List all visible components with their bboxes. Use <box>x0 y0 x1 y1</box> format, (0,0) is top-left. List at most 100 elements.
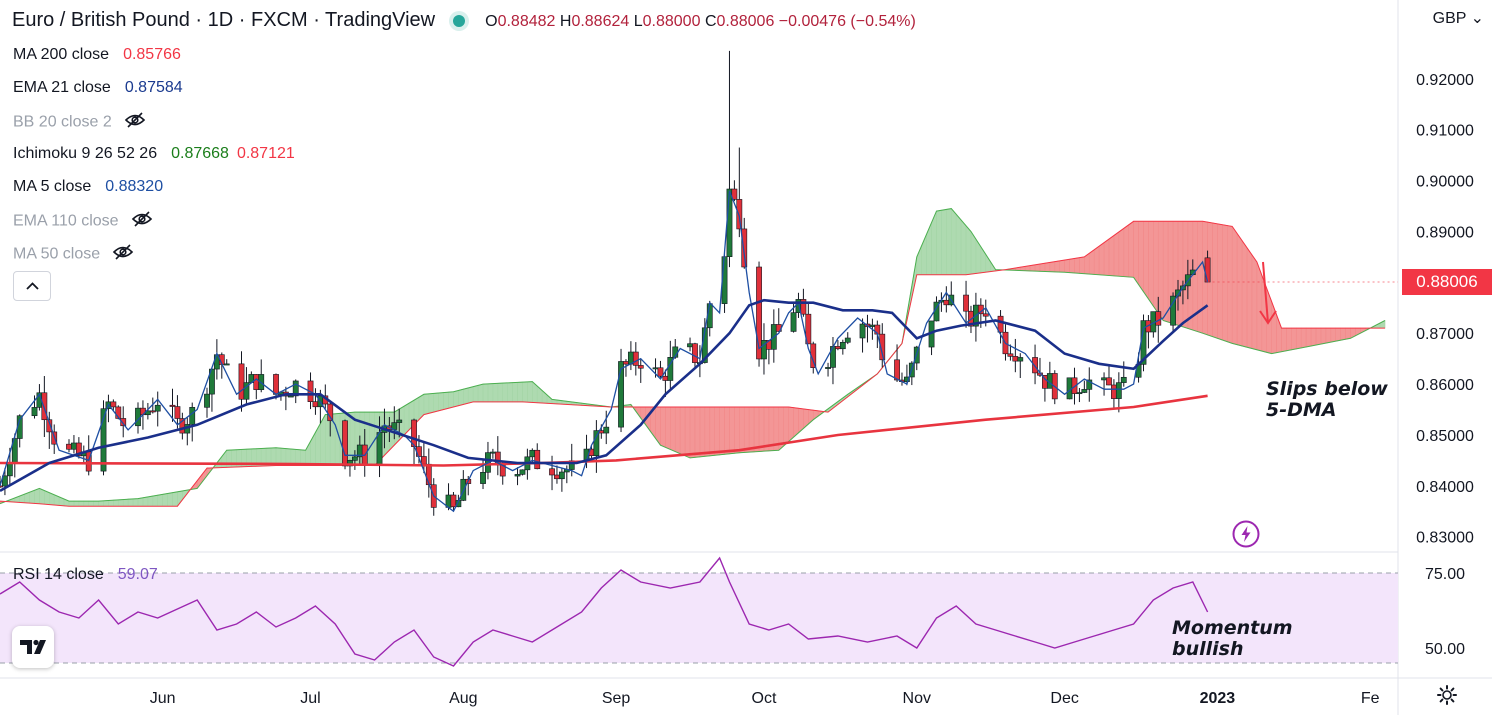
cloud-segment <box>113 499 119 507</box>
cloud-segment <box>78 500 85 507</box>
indicator-label: BB 20 close 2 <box>13 113 112 131</box>
cloud-segment <box>142 496 149 507</box>
candle-body <box>761 340 767 360</box>
cloud-segment <box>117 499 124 507</box>
indicator-row[interactable]: Ichimoku 9 26 52 26 0.87668 0.87121 <box>13 145 295 163</box>
settings-gear-icon[interactable] <box>1436 684 1458 711</box>
candle-body <box>243 382 250 400</box>
candle-body <box>519 469 526 475</box>
indicator-row[interactable]: BB 20 close 2 <box>13 112 146 133</box>
chevron-up-icon <box>26 282 39 290</box>
hidden-eye-icon[interactable] <box>112 244 134 265</box>
cloud-segment <box>734 406 740 454</box>
rsi-tick-label: 50.00 <box>1425 641 1465 658</box>
indicator-label: MA 5 close <box>13 178 92 195</box>
cloud-segment <box>423 393 430 416</box>
high-value: 0.88624 <box>571 13 630 30</box>
rsi-tick-label: 75.00 <box>1425 566 1465 583</box>
candle-body <box>756 266 762 360</box>
candle-body <box>347 460 353 467</box>
candle-body <box>0 485 3 488</box>
tradingview-logo[interactable] <box>12 626 54 668</box>
rsi-pane <box>0 556 1398 667</box>
collapse-legend-button[interactable] <box>13 271 51 301</box>
candle-body <box>115 406 122 419</box>
cloud-segment <box>1295 327 1302 350</box>
hidden-eye-icon[interactable] <box>124 112 146 133</box>
time-tick-label: Dec <box>1050 690 1078 707</box>
symbol-title[interactable]: Euro / British Pound · 1D · FXCM · Tradi… <box>12 9 436 31</box>
cloud-segment <box>34 487 40 504</box>
cloud-segment <box>709 406 715 457</box>
cloud-segment <box>517 381 523 403</box>
cloud-segment <box>147 495 154 507</box>
indicator-row[interactable]: MA 50 close <box>13 244 134 265</box>
indicator-row[interactable]: EMA 110 close <box>13 211 153 232</box>
candle-body <box>859 323 866 339</box>
price-tick-label: 0.87000 <box>1416 326 1474 343</box>
ichimoku-span-a <box>0 208 1386 505</box>
low-value: 0.88000 <box>642 13 701 30</box>
candle-body <box>480 472 486 484</box>
candle-body <box>253 374 260 390</box>
cloud-segment <box>492 383 499 403</box>
price-tick-label: 0.86000 <box>1416 377 1474 394</box>
rsi-label[interactable]: RSI 14 close <box>13 566 104 583</box>
rsi-band <box>0 573 1398 663</box>
cloud-segment <box>487 383 494 403</box>
cloud-segment <box>507 382 513 403</box>
cloud-segment <box>1340 327 1346 341</box>
cloud-segment <box>660 406 666 448</box>
indicator-label: EMA 110 close <box>13 212 119 230</box>
candle-body <box>1111 384 1117 399</box>
price-tick-label: 0.83000 <box>1416 530 1474 547</box>
candle-body <box>618 361 624 428</box>
cloud-segment <box>137 497 144 507</box>
price-tick-label: 0.85000 <box>1416 428 1474 445</box>
cloud-segment <box>1300 327 1307 349</box>
candle-body <box>223 363 230 366</box>
ma5-line <box>0 190 1209 513</box>
candle-body <box>982 313 989 317</box>
candle-body <box>1170 295 1176 326</box>
cloud-segment <box>482 383 489 403</box>
cloud-segment <box>684 406 691 459</box>
hidden-eye-icon[interactable] <box>131 211 153 232</box>
candle-body <box>420 456 427 465</box>
cloud-segment <box>743 406 750 453</box>
candle-body <box>790 312 797 332</box>
chart-legend: Euro / British Pound · 1D · FXCM · Tradi… <box>0 0 1420 310</box>
ema21-line <box>0 298 1209 493</box>
cloud-segment <box>467 386 474 404</box>
cloud-segment <box>758 406 765 452</box>
cloud-segment <box>127 498 134 507</box>
candle-body <box>1106 377 1112 386</box>
price-tick-label: 0.84000 <box>1416 479 1474 496</box>
flash-icon[interactable] <box>1232 520 1260 553</box>
candle-body <box>632 351 639 366</box>
candle-body <box>273 374 279 395</box>
candle-body <box>1007 353 1014 357</box>
candle-body <box>869 324 876 327</box>
cloud-segment <box>699 406 706 458</box>
candle-body <box>692 343 698 363</box>
cloud-segment <box>167 492 173 507</box>
indicator-row[interactable]: MA 5 close 0.88320 <box>13 178 163 196</box>
cloud-segment <box>463 387 469 405</box>
candle-body <box>450 494 457 508</box>
arrow-head <box>1259 310 1277 325</box>
cloud-segment <box>719 406 725 456</box>
cloud-segment <box>689 406 696 459</box>
indicator-row[interactable]: MA 200 close 0.85766 <box>13 46 181 64</box>
candle-body <box>2 475 8 487</box>
currency-selector[interactable]: GBP ⌄ <box>1433 8 1484 28</box>
cloud-segment <box>477 383 484 403</box>
price-tick-label: 0.90000 <box>1416 174 1474 191</box>
cloud-segment <box>1325 327 1332 344</box>
time-tick-label: Fe <box>1361 690 1380 707</box>
cloud-segment <box>1320 327 1327 345</box>
indicator-row[interactable]: EMA 21 close 0.87584 <box>13 79 183 97</box>
candle-body <box>1155 311 1162 326</box>
candle-body <box>839 341 846 350</box>
